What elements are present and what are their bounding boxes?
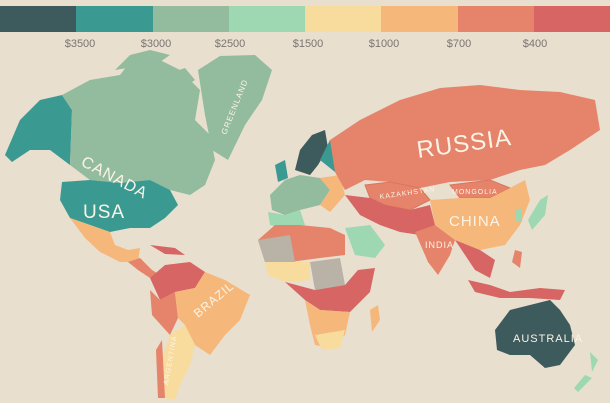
country-australia <box>495 300 575 368</box>
legend-tick: $3000 <box>140 38 172 50</box>
central-asia <box>345 195 435 235</box>
country-mexico <box>70 218 140 262</box>
label-india: INDIA <box>425 240 454 250</box>
country-peru <box>150 290 178 335</box>
country-brazil <box>175 272 250 355</box>
southeast-asia <box>455 240 495 278</box>
country-new-zealand <box>574 352 598 392</box>
legend-swatch <box>457 6 534 32</box>
legend-tick: $700 <box>446 38 472 50</box>
country-philippines <box>512 250 522 268</box>
country-india <box>415 225 455 275</box>
country-venezuela-colombia <box>150 262 205 300</box>
country-korea <box>515 208 522 222</box>
country-madagascar <box>370 305 380 332</box>
uk <box>275 160 288 182</box>
label-mongolia: MONGOLIA <box>452 189 498 196</box>
southern-europe <box>268 210 305 228</box>
country-japan <box>528 195 548 230</box>
legend-tick: $1500 <box>292 38 324 50</box>
country-canada <box>62 60 215 195</box>
country-argentina <box>162 325 195 400</box>
country-greenland <box>198 55 272 160</box>
legend-ticks: $3500 $3000 $2500 $1500 $1000 $700 $400 <box>0 38 610 54</box>
country-china <box>430 180 530 250</box>
country-russia <box>330 85 600 190</box>
legend-swatch <box>305 6 382 32</box>
africa-nodata <box>258 235 345 290</box>
legend-swatch <box>152 6 229 32</box>
legend-tick: $400 <box>522 38 548 50</box>
country-alaska <box>5 95 72 165</box>
legend-swatch <box>0 6 77 32</box>
color-legend <box>0 6 610 32</box>
country-indonesia <box>468 280 565 300</box>
label-australia: AUSTRALIA <box>513 333 583 345</box>
legend-swatch <box>533 6 610 32</box>
central-africa <box>285 268 375 312</box>
legend-swatch <box>76 6 153 32</box>
country-saudi-arabia <box>345 225 385 258</box>
country-usa <box>60 180 178 232</box>
country-chile <box>156 340 165 398</box>
west-africa <box>265 262 310 282</box>
legend-swatch <box>228 6 305 32</box>
legend-tick: $3500 <box>64 38 96 50</box>
scandinavia <box>295 130 328 175</box>
country-south-africa <box>315 330 345 350</box>
legend-tick: $1000 <box>368 38 400 50</box>
canada-islands <box>115 50 195 90</box>
caribbean <box>150 245 185 255</box>
legend-swatch <box>381 6 458 32</box>
eastern-europe <box>320 175 345 212</box>
central-america <box>128 258 160 278</box>
western-europe <box>270 175 330 215</box>
label-china: CHINA <box>449 213 501 230</box>
label-usa: USA <box>83 202 125 223</box>
legend-tick: $2500 <box>214 38 246 50</box>
